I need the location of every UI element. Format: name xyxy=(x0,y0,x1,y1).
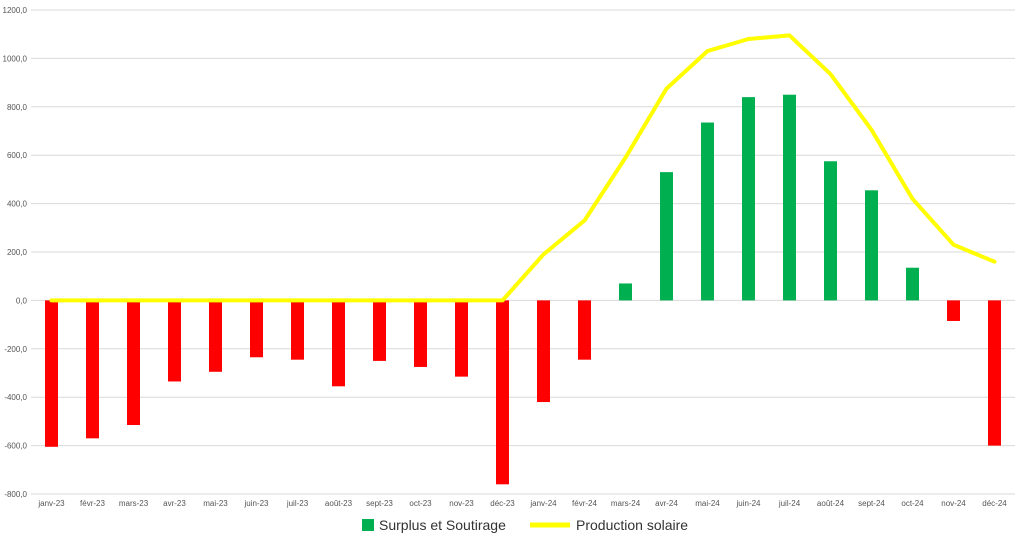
x-tick-label: sept-23 xyxy=(366,499,393,508)
legend-label-surplus: Surplus et Soutirage xyxy=(379,517,506,533)
y-tick-label: 1000,0 xyxy=(3,54,28,63)
x-tick-label: mars-23 xyxy=(119,499,149,508)
x-tick-label: juil-23 xyxy=(286,499,309,508)
x-tick-label: juin-23 xyxy=(243,499,269,508)
bar xyxy=(660,172,673,301)
x-tick-label: août-23 xyxy=(325,499,353,508)
bar xyxy=(332,300,345,387)
bar xyxy=(455,300,468,377)
bar xyxy=(742,97,755,301)
legend-label-production: Production solaire xyxy=(576,517,688,533)
bar xyxy=(127,300,140,426)
bar xyxy=(988,300,1001,446)
x-tick-label: févr-24 xyxy=(572,499,597,508)
y-tick-label: 600,0 xyxy=(7,151,28,160)
x-tick-label: sept-24 xyxy=(858,499,885,508)
legend: Surplus et Soutirage Production solaire xyxy=(362,517,688,533)
bar-series xyxy=(45,94,1001,485)
x-tick-label: mars-24 xyxy=(611,499,641,508)
bar xyxy=(906,267,919,301)
bar xyxy=(86,300,99,439)
production-line xyxy=(49,33,997,303)
y-tick-label: 0,0 xyxy=(16,296,28,305)
x-tick-label: avr-24 xyxy=(655,499,678,508)
bar xyxy=(414,300,427,367)
bar xyxy=(537,300,550,403)
y-tick-label: 800,0 xyxy=(7,103,28,112)
x-tick-label: nov-23 xyxy=(449,499,474,508)
x-tick-label: juil-24 xyxy=(778,499,801,508)
x-tick-label: avr-23 xyxy=(163,499,186,508)
y-tick-label: -400,0 xyxy=(4,393,27,402)
bar xyxy=(45,300,58,447)
x-tick-label: janv-24 xyxy=(529,499,557,508)
bar xyxy=(865,190,878,301)
y-tick-label: -200,0 xyxy=(4,345,27,354)
x-tick-label: oct-24 xyxy=(901,499,924,508)
bar xyxy=(209,300,222,372)
x-tick-label: nov-24 xyxy=(941,499,966,508)
y-tick-label: -600,0 xyxy=(4,442,27,451)
line-series xyxy=(49,33,997,303)
x-tick-label: juin-24 xyxy=(735,499,761,508)
y-tick-label: 1200,0 xyxy=(3,6,28,15)
y-axis-ticks: -800,0 -600,0 -400,0 -200,0 0,0 200,0 400,0 600… xyxy=(3,6,28,499)
bar xyxy=(947,300,960,321)
bar xyxy=(373,300,386,361)
bar xyxy=(496,300,509,485)
legend-swatch-surplus xyxy=(362,519,374,531)
x-tick-label: oct-23 xyxy=(409,499,432,508)
x-tick-label: août-24 xyxy=(817,499,845,508)
y-tick-label: 400,0 xyxy=(7,200,28,209)
y-tick-label: 200,0 xyxy=(7,248,28,257)
bar xyxy=(619,283,632,301)
x-tick-label: févr-23 xyxy=(80,499,105,508)
x-tick-label: janv-23 xyxy=(37,499,65,508)
y-tick-label: -800,0 xyxy=(4,490,27,499)
x-axis-ticks: janv-23 févr-23 mars-23 avr-23 mai-23 juin-23… xyxy=(37,499,1007,508)
x-tick-label: mai-23 xyxy=(203,499,228,508)
bar xyxy=(291,300,304,360)
bar xyxy=(783,94,796,301)
bar xyxy=(824,161,837,301)
bar xyxy=(578,300,591,360)
bar xyxy=(701,122,714,301)
bar xyxy=(168,300,181,382)
x-tick-label: déc-23 xyxy=(490,499,515,508)
x-tick-label: mai-24 xyxy=(695,499,720,508)
bar xyxy=(250,300,263,358)
x-tick-label: déc-24 xyxy=(982,499,1007,508)
gridlines xyxy=(31,9,1015,495)
